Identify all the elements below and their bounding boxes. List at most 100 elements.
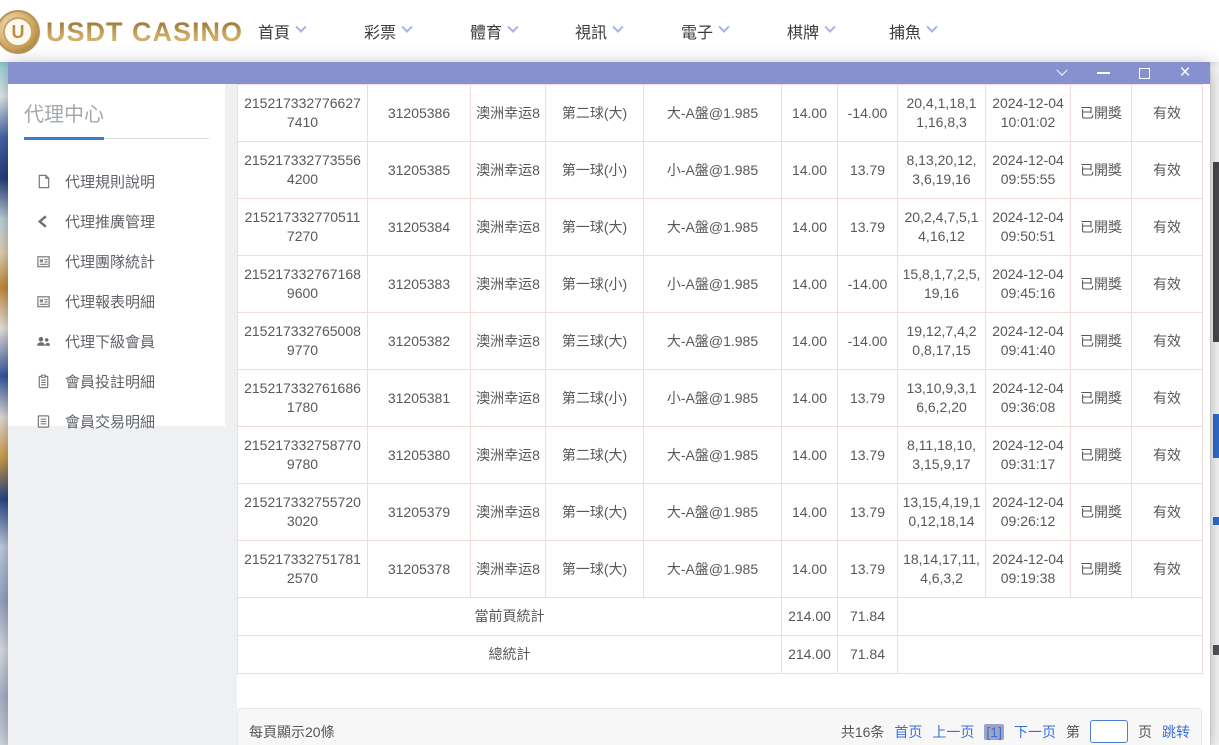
background-fragment — [1213, 517, 1219, 525]
close-icon[interactable]: × — [1179, 62, 1191, 83]
nav-item-3[interactable]: 體育 — [470, 0, 519, 62]
cell-odds: 大-A盤@1.985 — [643, 483, 782, 541]
list-icon — [36, 413, 52, 429]
cell-bet_amount: 14.00 — [781, 84, 838, 142]
cell-odds: 小-A盤@1.985 — [643, 141, 782, 199]
nav-item-1[interactable]: 首頁 — [258, 0, 307, 62]
cell-odds: 小-A盤@1.985 — [643, 255, 782, 313]
cell-win_loss: 13.79 — [837, 141, 898, 199]
summary-label: 總統計 — [237, 635, 782, 674]
cell-play_type: 第一球(大) — [545, 540, 644, 598]
cell-game: 澳洲幸运8 — [470, 483, 546, 541]
cell-win_loss: 13.79 — [837, 426, 898, 484]
cell-validity: 有效 — [1131, 312, 1203, 370]
cell-game: 澳洲幸运8 — [470, 312, 546, 370]
cell-bet_amount: 14.00 — [781, 141, 838, 199]
cell-bet_amount: 14.00 — [781, 255, 838, 313]
cell-bet_time: 2024-12-04 09:36:08 — [985, 369, 1071, 427]
table-row: 2152173327557203020 31205379 澳洲幸运8 第一球(大) 大-… — [237, 483, 1203, 541]
cell-bet_time: 2024-12-04 09:41:40 — [985, 312, 1071, 370]
cell-bet_amount: 14.00 — [781, 426, 838, 484]
jump-prefix-label: 第 — [1066, 723, 1080, 740]
cell-game: 澳洲幸运8 — [470, 540, 546, 598]
page-size-label: 每頁顯示20條 — [249, 723, 335, 740]
cell-validity: 有效 — [1131, 483, 1203, 541]
cell-bet_time: 2024-12-04 09:55:55 — [985, 141, 1071, 199]
cell-order_id: 2152173327616861780 — [237, 369, 368, 427]
cell-order_id: 2152173327557203020 — [237, 483, 368, 541]
table-row: 2152173327650089770 31205382 澳洲幸运8 第三球(大) 大-… — [237, 312, 1203, 370]
cell-draw_status: 已開獎 — [1070, 540, 1132, 598]
cell-order_id: 2152173327671689600 — [237, 255, 368, 313]
cell-draw_status: 已開獎 — [1070, 369, 1132, 427]
current-page-badge[interactable]: [1] — [984, 723, 1004, 740]
sidebar-item-5[interactable]: 代理下級會員 — [8, 321, 225, 361]
cell-draw_result: 20,2,4,7,5,14,16,12 — [897, 198, 986, 256]
summary-row-current-page: 當前頁統計 214.00 71.84 — [237, 597, 1203, 636]
cell-period: 31205378 — [367, 540, 471, 598]
sidebar-title: 代理中心 — [24, 104, 104, 126]
collapse-icon[interactable] — [1055, 64, 1069, 80]
usdt-coin-icon: U — [0, 10, 40, 54]
maximize-icon[interactable] — [1137, 66, 1151, 80]
next-page-link[interactable]: 下一页 — [1014, 723, 1056, 740]
cell-win_loss: 13.79 — [837, 198, 898, 256]
cell-game: 澳洲幸运8 — [470, 141, 546, 199]
nav-item-6[interactable]: 棋牌 — [787, 0, 836, 62]
casino-logo[interactable]: U USDT CASINO — [0, 8, 243, 56]
cell-game: 澳洲幸运8 — [470, 255, 546, 313]
cell-bet_amount: 14.00 — [781, 312, 838, 370]
cell-order_id: 2152173327705117270 — [237, 198, 368, 256]
summary-bet-amount: 214.00 — [781, 635, 838, 674]
table-row: 2152173327705117270 31205384 澳洲幸运8 第一球(大) 大-… — [237, 198, 1203, 256]
cell-draw_status: 已開獎 — [1070, 84, 1132, 142]
cell-game: 澳洲幸运8 — [470, 84, 546, 142]
cell-win_loss: -14.00 — [837, 312, 898, 370]
document-icon — [36, 173, 52, 189]
cell-period: 31205380 — [367, 426, 471, 484]
first-page-link[interactable]: 首页 — [894, 723, 923, 740]
table-row: 2152173327616861780 31205381 澳洲幸运8 第二球(小) 小-… — [237, 369, 1203, 427]
cell-validity: 有效 — [1131, 198, 1203, 256]
prev-page-link[interactable]: 上一页 — [932, 723, 975, 740]
page-jump-input[interactable] — [1090, 720, 1128, 743]
nav-item-4[interactable]: 視訊 — [575, 0, 624, 62]
cell-play_type: 第一球(大) — [545, 198, 644, 256]
cell-validity: 有效 — [1131, 84, 1203, 142]
report-icon — [36, 293, 52, 309]
sidebar-item-4[interactable]: 代理報表明細 — [8, 281, 225, 321]
background-fragment — [1213, 645, 1219, 655]
cell-draw_result: 13,15,4,19,10,12,18,14 — [897, 483, 986, 541]
cell-period: 31205383 — [367, 255, 471, 313]
summary-win-loss: 71.84 — [837, 635, 898, 674]
sidebar-item-3[interactable]: 代理團隊統計 — [8, 241, 225, 281]
share-icon — [36, 213, 52, 229]
nav-item-label: 首頁 — [258, 25, 291, 42]
window-titlebar[interactable]: × — [8, 62, 1210, 84]
summary-row-total: 總統計 214.00 71.84 — [237, 635, 1203, 674]
background-art-left — [0, 62, 8, 745]
sidebar-item-label: 代理推廣管理 — [65, 213, 156, 231]
cell-odds: 大-A盤@1.985 — [643, 84, 782, 142]
cell-draw_result: 19,12,7,4,20,8,17,15 — [897, 312, 986, 370]
sidebar-item-2[interactable]: 代理推廣管理 — [8, 201, 225, 241]
sidebar-item-1[interactable]: 代理規則說明 — [8, 161, 225, 201]
nav-item-5[interactable]: 電子 — [681, 0, 730, 62]
cell-win_loss: 13.79 — [837, 483, 898, 541]
nav-item-7[interactable]: 捕魚 — [889, 0, 938, 62]
nav-item-2[interactable]: 彩票 — [364, 0, 413, 62]
summary-win-loss: 71.84 — [837, 597, 898, 636]
sidebar-item-6[interactable]: 會員投註明細 — [8, 361, 225, 401]
jump-action-link[interactable]: 跳转 — [1162, 723, 1190, 740]
cell-validity: 有效 — [1131, 369, 1203, 427]
cell-play_type: 第二球(小) — [545, 369, 644, 427]
minimize-icon[interactable] — [1096, 66, 1110, 80]
cell-odds: 大-A盤@1.985 — [643, 198, 782, 256]
sidebar-item-7[interactable]: 會員交易明細 — [8, 401, 225, 441]
cell-bet_amount: 14.00 — [781, 540, 838, 598]
cell-draw_result: 13,10,9,3,16,6,2,20 — [897, 369, 986, 427]
cell-draw_result: 18,14,17,11,4,6,3,2 — [897, 540, 986, 598]
table-row: 2152173327735564200 31205385 澳洲幸运8 第一球(小) 小-… — [237, 141, 1203, 199]
background-page-right — [1210, 62, 1219, 745]
summary-label: 當前頁統計 — [237, 597, 782, 636]
